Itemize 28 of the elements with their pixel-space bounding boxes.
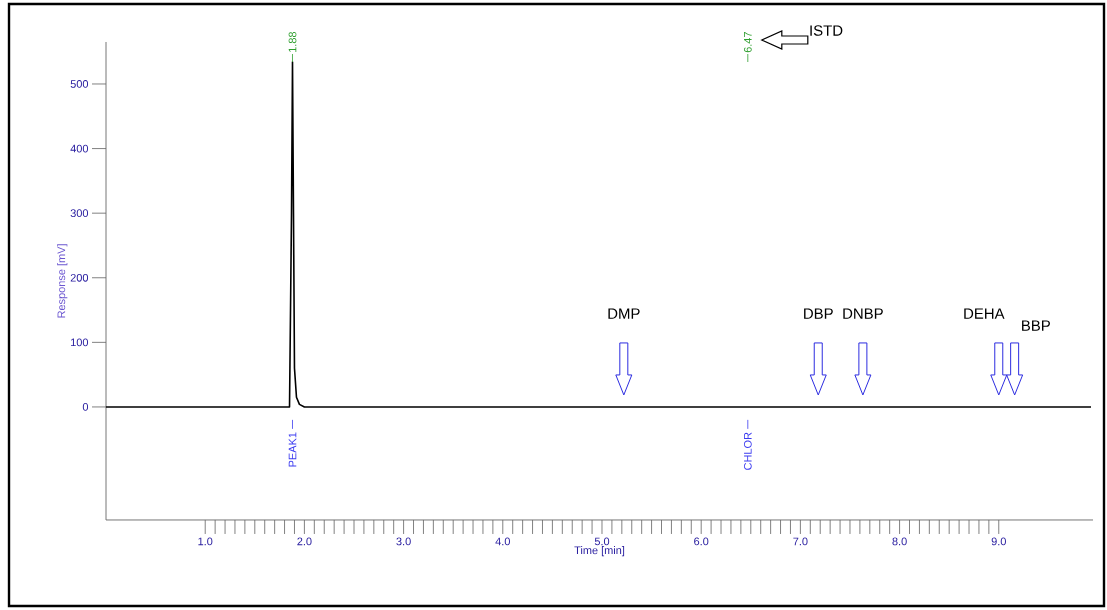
x-tick-label: 3.0 [396,537,411,546]
y-tick-label: 200 [70,273,89,282]
annotation: BBP [1022,320,1050,331]
x-tick-label: 9.0 [991,537,1006,546]
y-tick-label: 100 [71,338,89,347]
annotation: DBP [804,308,833,319]
x-tick-label: 5.0 [594,537,610,546]
y-axis-title: Response [mV] [57,244,68,318]
x-axis-title: Time [min] [574,546,625,557]
annotation: DMP [608,308,640,319]
annotation: 1.88 [288,31,297,52]
x-tick-label: 1.0 [198,537,213,546]
y-tick-label: 500 [70,80,89,88]
x-tick-label: 8.0 [892,537,907,546]
x-tick-label: 6.0 [694,537,709,546]
text: ISTD [810,25,843,36]
annotation: CHLOR [743,432,752,470]
line-series [105,61,1092,408]
annotation: DEHA [964,308,1005,319]
y-tick-label: 300 [70,209,89,218]
annotation: 6.47 [743,32,752,53]
x-tick-label: 4.0 [495,537,510,546]
x-tick-label: 7.0 [793,537,808,546]
annotation: PEAK1 [288,432,297,467]
y-tick-label: 400 [70,144,89,153]
annotation: DNBP [843,308,883,319]
x-tick-label: 2.0 [297,537,312,546]
y-tick-label: 0 [82,403,89,411]
